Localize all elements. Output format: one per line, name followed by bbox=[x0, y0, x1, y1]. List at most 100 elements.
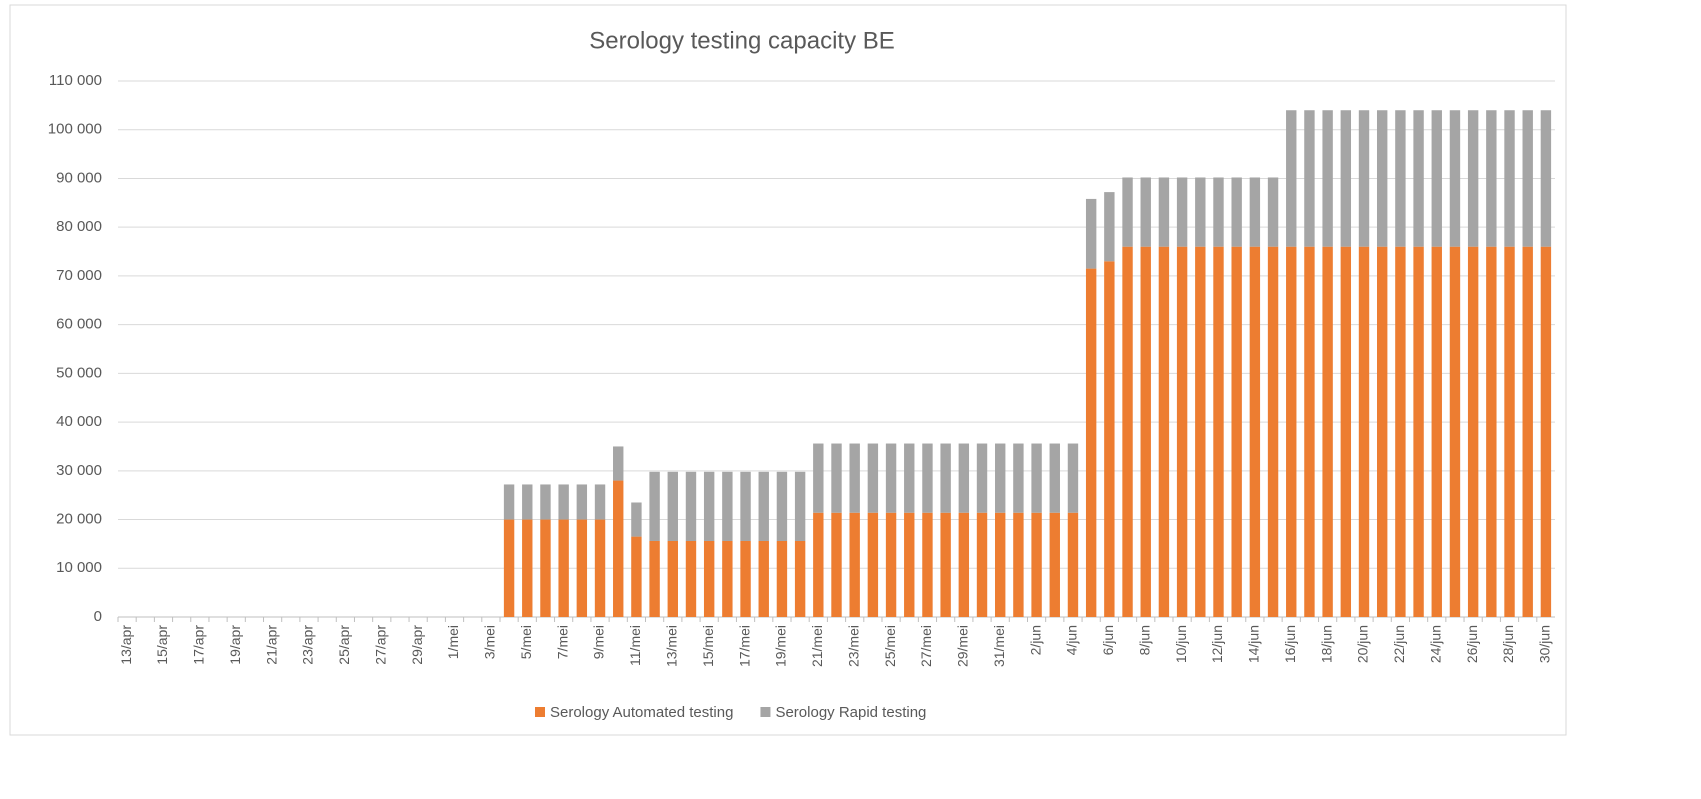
bar-segment bbox=[1486, 110, 1497, 247]
bar-segment bbox=[649, 540, 660, 617]
bar-segment bbox=[1231, 177, 1242, 247]
x-tick-label: 28/jun bbox=[1500, 625, 1516, 663]
x-tick-label: 17/mei bbox=[736, 625, 752, 667]
x-tick-label: 15/apr bbox=[154, 625, 170, 665]
x-tick-label: 14/jun bbox=[1246, 625, 1262, 663]
bar-segment bbox=[1140, 246, 1151, 617]
bar-segment bbox=[1267, 177, 1279, 247]
bar-segment bbox=[740, 540, 751, 617]
bar-segment bbox=[940, 443, 951, 513]
bar-segment bbox=[594, 519, 606, 617]
x-tick-label: 15/mei bbox=[700, 625, 716, 667]
y-tick-label: 100 000 bbox=[48, 121, 102, 138]
bar-segment bbox=[1304, 246, 1315, 617]
x-tick-label: 25/apr bbox=[336, 625, 352, 665]
bar-segment bbox=[1413, 246, 1424, 617]
x-tick-label: 10/jun bbox=[1173, 625, 1189, 663]
bar-segment bbox=[1122, 246, 1133, 617]
bar-segment bbox=[649, 471, 660, 541]
bar-segment bbox=[1467, 246, 1479, 617]
bar-segment bbox=[576, 519, 588, 617]
x-tick-label: 23/apr bbox=[300, 625, 316, 665]
bar-segment bbox=[540, 484, 551, 520]
bar-segment bbox=[1104, 192, 1115, 262]
bar-segment bbox=[867, 443, 879, 513]
y-tick-label: 40 000 bbox=[56, 413, 102, 430]
y-tick-label: 0 bbox=[94, 608, 102, 625]
x-tick-label: 4/jun bbox=[1064, 625, 1080, 655]
bar-segment bbox=[1504, 110, 1515, 247]
legend-swatch bbox=[760, 707, 771, 717]
bar-segment bbox=[831, 443, 842, 513]
bar-segment bbox=[722, 540, 733, 617]
x-tick-label: 5/mei bbox=[518, 625, 534, 659]
x-tick-label: 8/jun bbox=[1136, 625, 1152, 655]
bar-segment bbox=[613, 480, 624, 617]
bar-segment bbox=[1304, 110, 1315, 247]
bar-segment bbox=[558, 519, 569, 617]
x-tick-label: 6/jun bbox=[1100, 625, 1116, 655]
bar-segment bbox=[922, 443, 933, 513]
bar-segment bbox=[1395, 246, 1406, 617]
x-tick-label: 17/apr bbox=[191, 625, 207, 665]
bar-segment bbox=[1122, 177, 1133, 247]
bar-segment bbox=[1085, 268, 1097, 617]
y-tick-label: 10 000 bbox=[56, 559, 102, 576]
legend-swatch bbox=[535, 707, 545, 717]
bar-segment bbox=[813, 512, 824, 617]
bar-segment bbox=[776, 540, 788, 617]
bar-segment bbox=[1049, 512, 1060, 617]
bar-segment bbox=[1322, 110, 1333, 247]
x-tick-label: 13/apr bbox=[118, 625, 134, 665]
bar-segment bbox=[1104, 261, 1115, 617]
y-tick-label: 50 000 bbox=[56, 364, 102, 381]
bar-segment bbox=[831, 512, 842, 617]
x-tick-label: 25/mei bbox=[882, 625, 898, 667]
x-tick-label: 1/mei bbox=[445, 625, 461, 659]
x-tick-label: 9/mei bbox=[591, 625, 607, 659]
bar-segment bbox=[1376, 110, 1388, 247]
x-tick-label: 27/mei bbox=[918, 625, 934, 667]
bar-segment bbox=[1540, 110, 1552, 247]
bar-segment bbox=[904, 443, 915, 513]
x-tick-label: 22/jun bbox=[1391, 625, 1407, 663]
bar-segment bbox=[1213, 177, 1224, 247]
y-tick-label: 80 000 bbox=[56, 218, 102, 235]
bar-segment bbox=[1286, 246, 1297, 617]
bar-segment bbox=[1286, 110, 1297, 247]
bar-segment bbox=[995, 443, 1006, 513]
bar-segment bbox=[1049, 443, 1060, 513]
bar-segment bbox=[1358, 110, 1370, 247]
y-tick-label: 70 000 bbox=[56, 267, 102, 284]
bar-segment bbox=[1376, 246, 1388, 617]
bar-segment bbox=[867, 512, 879, 617]
bar-segment bbox=[1340, 246, 1352, 617]
x-tick-label: 7/mei bbox=[554, 625, 570, 659]
x-tick-label: 24/jun bbox=[1427, 625, 1443, 663]
x-tick-label: 27/apr bbox=[372, 625, 388, 665]
bar-segment bbox=[1449, 246, 1461, 617]
bar-segment bbox=[922, 512, 933, 617]
bar-segment bbox=[885, 512, 897, 617]
x-tick-label: 18/jun bbox=[1318, 625, 1334, 663]
bar-segment bbox=[1467, 110, 1479, 247]
bar-segment bbox=[1249, 246, 1261, 617]
bar-segment bbox=[1504, 246, 1515, 617]
x-tick-label: 11/mei bbox=[627, 625, 643, 666]
bar-segment bbox=[631, 536, 642, 617]
y-tick-label: 20 000 bbox=[56, 511, 102, 528]
bar-segment bbox=[685, 471, 697, 541]
legend-label: Serology Rapid testing bbox=[775, 704, 926, 721]
bar-segment bbox=[940, 512, 951, 617]
bar-segment bbox=[1013, 443, 1024, 513]
bar-segment bbox=[1031, 443, 1042, 513]
bar-segment bbox=[703, 471, 715, 541]
bar-segment bbox=[722, 471, 733, 541]
bar-segment bbox=[1413, 110, 1424, 247]
x-tick-label: 21/mei bbox=[809, 625, 825, 667]
x-tick-label: 13/mei bbox=[663, 625, 679, 667]
bar-segment bbox=[522, 484, 533, 520]
y-tick-label: 30 000 bbox=[56, 462, 102, 479]
bar-segment bbox=[1013, 512, 1024, 617]
bar-segment bbox=[1449, 110, 1461, 247]
